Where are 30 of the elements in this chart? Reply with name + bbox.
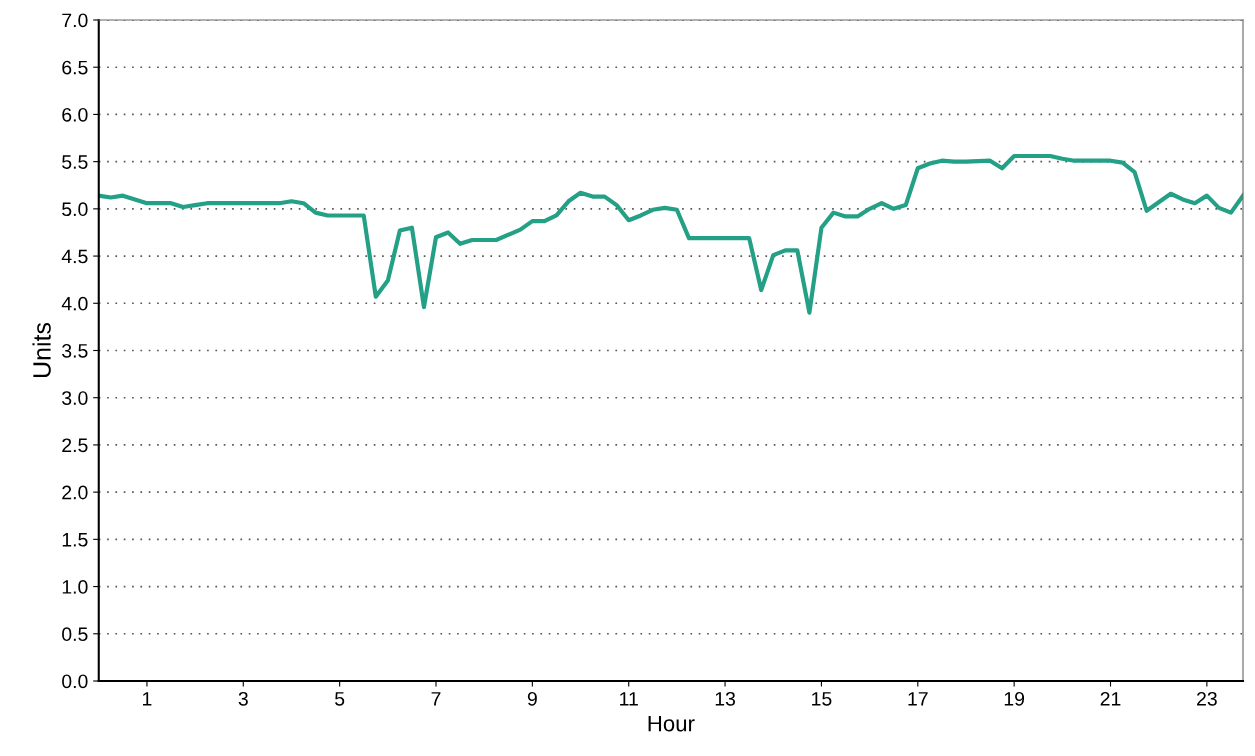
y-tick-label: 0.0	[62, 674, 88, 689]
x-axis-title: Hour	[648, 715, 695, 732]
x-tick-label: 7	[431, 692, 441, 706]
y-tick-label: 5.0	[62, 202, 88, 217]
x-tick-label: 3	[238, 691, 248, 706]
x-tick-label: 9	[527, 691, 537, 706]
y-tick-label: 4.0	[61, 296, 88, 311]
y-tick-label: 6.0	[62, 107, 88, 122]
y-tick-label: 7.0	[62, 13, 88, 28]
line-series	[98, 153, 1243, 315]
y-axis-title: Units	[32, 322, 51, 378]
x-tick-label: 11	[620, 692, 638, 706]
y-tick-label: 2.0	[62, 485, 88, 500]
y-tick-label: 5.5	[62, 155, 88, 169]
y-tick-label: 0.5	[62, 627, 88, 642]
x-tick-label: 23	[1197, 691, 1217, 706]
x-tick-label: 21	[1100, 691, 1121, 706]
y-tick-label: 4.5	[61, 249, 88, 264]
y-tick-label: 3.0	[62, 391, 88, 405]
y-tick-label: 2.5	[62, 438, 88, 453]
x-tick-label: 5	[335, 692, 345, 706]
x-tick-label: 15	[812, 692, 832, 706]
x-tick-label: 19	[1004, 691, 1025, 706]
x-tick-label: 17	[908, 692, 928, 706]
x-tick-label: 13	[715, 691, 736, 706]
y-tick-label: 1.5	[62, 533, 88, 547]
y-tick-label: 6.5	[62, 60, 88, 75]
y-tick-label: 3.5	[62, 343, 88, 358]
y-tick-label: 1.0	[62, 580, 88, 594]
x-tick-label: 1	[143, 692, 152, 706]
